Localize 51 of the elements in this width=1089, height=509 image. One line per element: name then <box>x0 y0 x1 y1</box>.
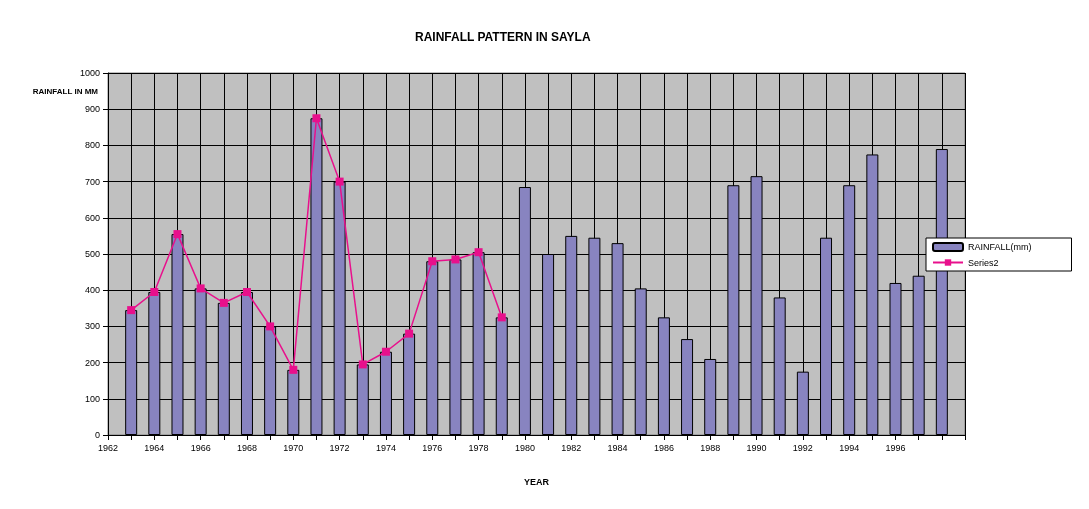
x-axis-title: YEAR <box>523 476 550 487</box>
point <box>289 365 298 374</box>
y-tick-label: 300 <box>84 321 100 332</box>
y-tick-label: 200 <box>84 357 100 368</box>
x-tick-label: 1994 <box>839 442 860 453</box>
x-tick-label: 1964 <box>144 442 165 453</box>
x-tick-label: 1962 <box>97 442 119 453</box>
point <box>497 313 506 322</box>
y-tick-label: 800 <box>84 140 100 151</box>
x-tick-label: 1990 <box>746 442 767 453</box>
x-tick-label: 1988 <box>700 442 721 453</box>
point <box>242 288 251 297</box>
x-tick-label: 1982 <box>561 442 582 453</box>
x-tick-label: 1984 <box>607 442 628 453</box>
x-tick-label: 1996 <box>885 442 906 453</box>
x-tick-label: 1976 <box>422 442 443 453</box>
point <box>219 298 228 307</box>
y-tick-label: 1000 <box>79 68 100 78</box>
point <box>381 347 390 356</box>
y-tick-label: 900 <box>84 104 100 115</box>
y-tick-label: 700 <box>84 176 100 187</box>
x-tick-label: 1986 <box>653 442 674 453</box>
point <box>150 288 159 297</box>
point <box>173 230 182 239</box>
x-tick-label: 1974 <box>375 442 396 453</box>
legend-label: Series2 <box>968 257 999 268</box>
point <box>474 248 483 257</box>
point <box>127 306 136 315</box>
point <box>405 329 414 338</box>
y-tick-label: 500 <box>84 249 100 259</box>
point <box>335 177 344 186</box>
point <box>358 360 367 369</box>
point <box>312 114 321 123</box>
point <box>196 284 205 293</box>
x-tick-label: 1970 <box>283 442 304 453</box>
x-tick-label: 1992 <box>792 442 813 453</box>
y-axis-title: RAINFALL IN MM <box>32 86 99 96</box>
x-tick-label: 1972 <box>329 442 350 453</box>
x-tick-label: 1980 <box>514 442 535 453</box>
legend-label: RAINFALL(mm) <box>968 242 1032 252</box>
point <box>428 257 437 266</box>
point <box>451 255 460 264</box>
y-tick-label: 0 <box>94 430 100 440</box>
y-tick-label: 600 <box>84 212 100 223</box>
chart-title: RAINFALL PATTERN IN SAYLA <box>415 30 591 44</box>
x-tick-label: 1968 <box>236 442 257 453</box>
x-tick-label: 1978 <box>468 442 489 453</box>
point <box>266 322 275 331</box>
x-tick-label: 1966 <box>190 442 211 453</box>
y-tick-label: 400 <box>84 285 100 296</box>
y-tick-label: 100 <box>84 393 100 404</box>
